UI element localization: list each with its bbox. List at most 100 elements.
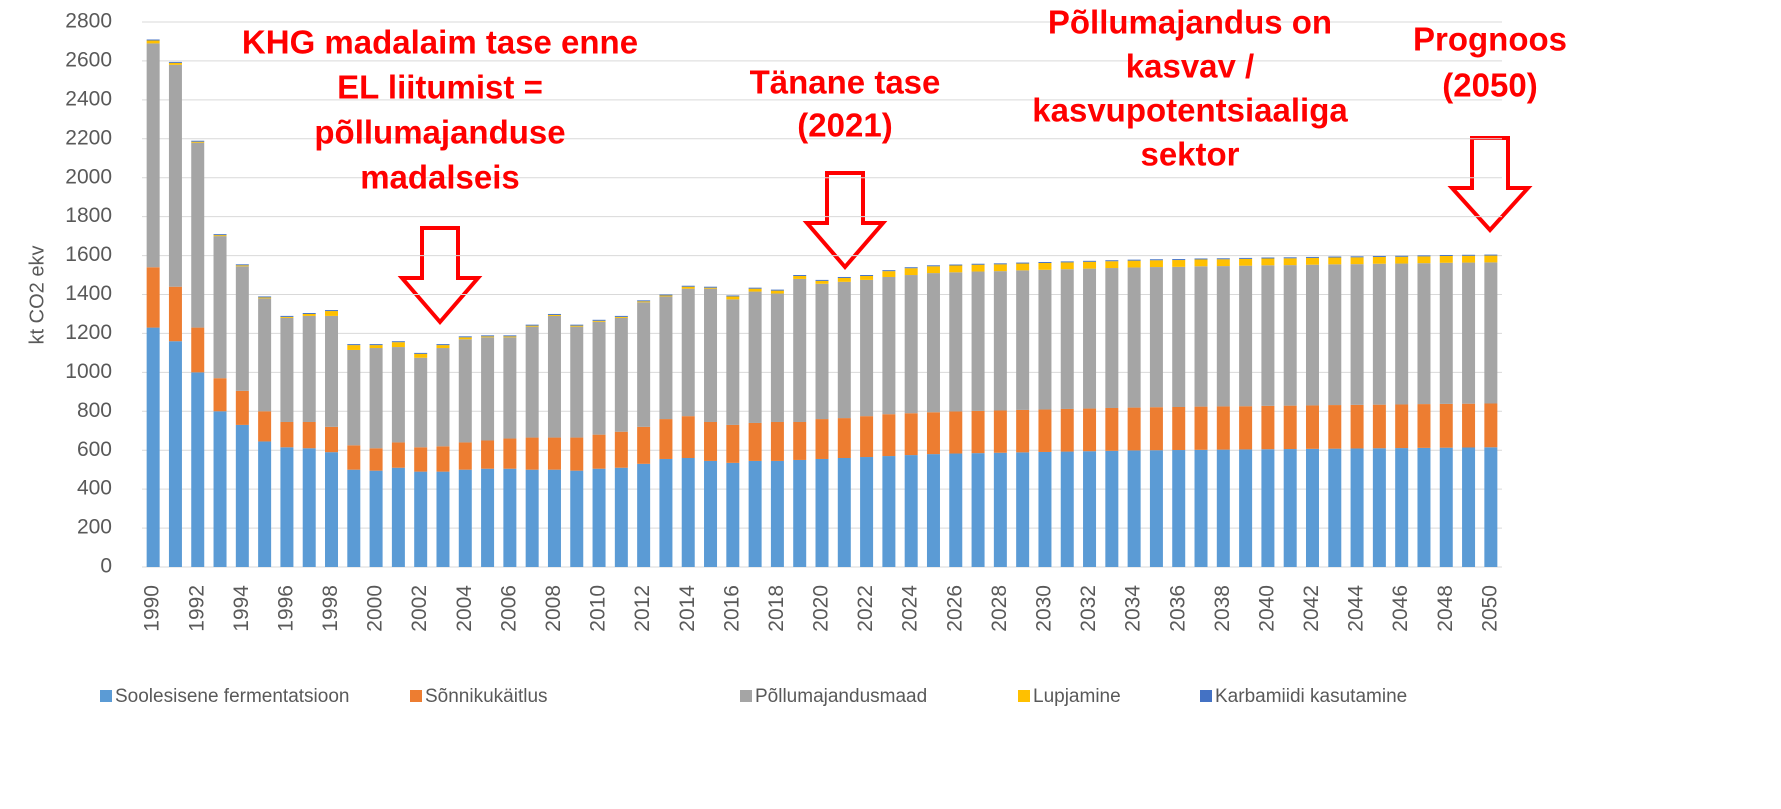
- bar-segment: [1305, 264, 1319, 406]
- bar-segment: [1060, 262, 1074, 270]
- bar-segment: [503, 336, 517, 338]
- bar-segment: [860, 279, 874, 417]
- bar-segment: [1439, 254, 1453, 256]
- bar-segment: [1439, 447, 1453, 567]
- bar-segment: [369, 344, 383, 346]
- bar-segment: [258, 298, 272, 412]
- x-tick-label: 2004: [453, 585, 476, 632]
- bar-segment: [681, 288, 695, 417]
- bar-segment: [235, 265, 249, 267]
- bar-segment: [837, 418, 851, 458]
- y-tick-label: 400: [77, 477, 112, 500]
- bar-segment: [1462, 262, 1476, 404]
- annotation: madalseis: [360, 159, 520, 196]
- x-tick-label: 2018: [765, 585, 788, 632]
- bar-segment: [949, 272, 963, 412]
- x-tick-label: 2008: [542, 585, 565, 632]
- bar-segment: [926, 454, 940, 567]
- bar-segment: [1372, 263, 1386, 405]
- bar-segment: [637, 302, 651, 427]
- bar-segment: [302, 448, 316, 567]
- bar-segment: [391, 467, 405, 567]
- bar-segment: [547, 314, 561, 316]
- bar-segment: [726, 295, 740, 297]
- annotation: kasvupotentsiaaliga: [1032, 92, 1348, 129]
- bar-segment: [258, 441, 272, 567]
- bar-segment: [1305, 405, 1319, 449]
- bar-segment: [1216, 266, 1230, 407]
- bar-segment: [146, 43, 160, 268]
- bar-segment: [882, 414, 896, 457]
- bar-segment: [503, 468, 517, 567]
- bar-segment: [1261, 265, 1275, 406]
- y-tick-label: 2200: [65, 126, 112, 149]
- annotation: (2021): [797, 107, 892, 144]
- bar-segment: [1305, 256, 1319, 258]
- bar-segment: [1127, 267, 1141, 408]
- x-tick-label: 2032: [1077, 585, 1100, 632]
- bar-segment: [949, 264, 963, 266]
- bar-segment: [458, 442, 472, 470]
- bar-segment: [280, 315, 294, 317]
- bar-segment: [481, 335, 495, 337]
- bar-segment: [815, 283, 829, 420]
- bar-segment: [1239, 258, 1253, 266]
- bar-segment: [1372, 404, 1386, 449]
- arrow: [397, 226, 483, 326]
- bar-segment: [726, 424, 740, 463]
- annotation: Prognoos: [1413, 21, 1567, 58]
- bar-segment: [347, 344, 361, 346]
- bar-segment: [1484, 254, 1498, 256]
- x-tick-label: 2038: [1211, 585, 1234, 632]
- annotation: (2050): [1442, 67, 1537, 104]
- bar-segment: [347, 345, 361, 350]
- bar-segment: [369, 448, 383, 471]
- bar-segment: [347, 469, 361, 567]
- bar-segment: [926, 412, 940, 455]
- bar-segment: [347, 445, 361, 470]
- bar-segment: [614, 431, 628, 468]
- bar-segment: [1038, 261, 1052, 263]
- bar-segment: [191, 141, 205, 143]
- x-tick-label: 1990: [141, 585, 164, 632]
- bar-segment: [1060, 451, 1074, 567]
- bar-segment: [1283, 258, 1297, 266]
- arrow: [1447, 136, 1533, 233]
- bar-segment: [213, 235, 227, 237]
- bar-segment: [704, 421, 718, 461]
- annotation: kasvav /: [1126, 48, 1254, 85]
- bar-segment: [436, 344, 450, 346]
- bar-segment: [1417, 256, 1431, 264]
- bar-segment: [235, 266, 249, 391]
- y-tick-label: 1000: [65, 360, 112, 383]
- bar-segment: [748, 288, 762, 292]
- bar-segment: [860, 416, 874, 458]
- bar-segment: [704, 287, 718, 289]
- bar-segment: [837, 458, 851, 567]
- bar-segment: [1038, 262, 1052, 270]
- bar-segment: [547, 313, 561, 315]
- bar-segment: [704, 288, 718, 422]
- bar-segment: [570, 324, 584, 326]
- bar-segment: [793, 276, 807, 279]
- bar-segment: [302, 313, 316, 316]
- bar-segment: [525, 437, 539, 470]
- bar-segment: [213, 236, 227, 379]
- bar-segment: [860, 457, 874, 567]
- bar-segment: [681, 286, 695, 289]
- bar-segment: [146, 40, 160, 44]
- bar-segment: [904, 455, 918, 567]
- bar-segment: [1016, 409, 1030, 453]
- x-tick-label: 2016: [720, 585, 743, 632]
- bar-segment: [637, 300, 651, 302]
- bar-segment: [837, 277, 851, 282]
- bar-segment: [570, 325, 584, 327]
- annotation: sektor: [1140, 136, 1239, 173]
- bar-segment: [1328, 256, 1342, 258]
- bar-segment: [926, 265, 940, 267]
- bar-segment: [1439, 255, 1453, 263]
- bar-segment: [926, 266, 940, 274]
- bar-segment: [1484, 255, 1498, 263]
- bar-segment: [525, 326, 539, 438]
